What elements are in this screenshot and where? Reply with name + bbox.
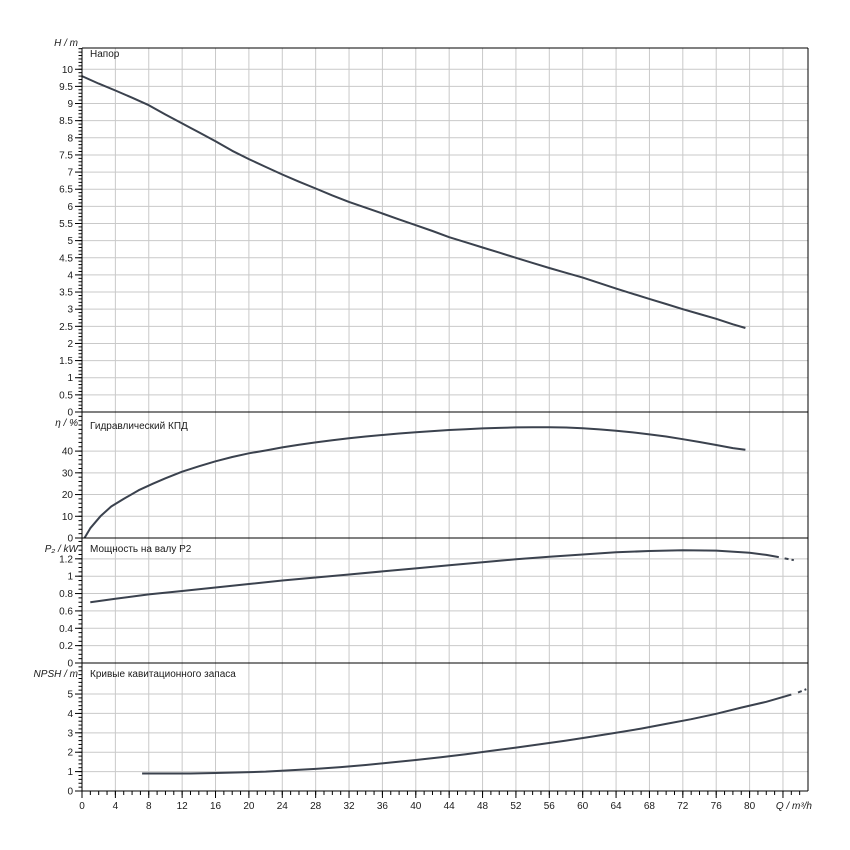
y-tick-label: 4 xyxy=(67,270,73,281)
y-tick-label: 1 xyxy=(67,572,73,583)
axis-unit-label: NPSH / m xyxy=(34,669,78,680)
y-tick-label: 2 xyxy=(67,748,73,759)
panel-title: Кривые кавитационного запаса xyxy=(90,669,236,680)
y-tick-label: 5.5 xyxy=(59,219,73,230)
x-axis-unit-label: Q / m³/h xyxy=(776,801,813,812)
x-tick-label: 68 xyxy=(644,801,656,812)
x-tick-label: 48 xyxy=(477,801,489,812)
y-tick-label: 0.4 xyxy=(59,624,73,635)
y-tick-label: 20 xyxy=(62,490,74,501)
y-tick-label: 5 xyxy=(67,690,73,701)
x-tick-label: 24 xyxy=(277,801,289,812)
y-tick-label: 4.5 xyxy=(59,253,73,264)
y-tick-label: 10 xyxy=(62,65,74,76)
x-tick-label: 36 xyxy=(377,801,389,812)
x-tick-label: 72 xyxy=(677,801,689,812)
y-tick-label: 3.5 xyxy=(59,288,73,299)
y-tick-label: 7.5 xyxy=(59,150,73,161)
axis-unit-label: H / m xyxy=(54,38,78,49)
x-tick-label: 64 xyxy=(611,801,623,812)
y-tick-label: 6.5 xyxy=(59,185,73,196)
x-tick-label: 60 xyxy=(577,801,589,812)
x-tick-label: 40 xyxy=(410,801,422,812)
efficiency-curve xyxy=(83,426,746,539)
panel-title: Напор xyxy=(90,49,120,60)
x-tick-label: 4 xyxy=(113,801,119,812)
y-tick-label: 0.2 xyxy=(59,641,73,652)
y-tick-label: 0 xyxy=(67,787,73,798)
x-tick-label: 16 xyxy=(210,801,222,812)
x-axis: 0 4 8 12 16 20 24 28 32 36 40 44 48 52 56 60 64 68 72 76 80 Q… xyxy=(79,791,812,812)
x-tick-label: 32 xyxy=(343,801,355,812)
y-tick-label: 0.5 xyxy=(59,390,73,401)
y-tick-label: 2 xyxy=(67,339,73,350)
y-tick-label: 1 xyxy=(67,767,73,778)
chart-frame xyxy=(81,48,809,792)
y-tick-label: 1.5 xyxy=(59,356,73,367)
y-tick-label: 3 xyxy=(67,728,73,739)
power-curve-extension xyxy=(784,557,794,562)
x-tick-label: 0 xyxy=(79,801,85,812)
y-tick-label: 0 xyxy=(67,534,73,545)
y-tick-label: 9 xyxy=(67,99,73,110)
y-tick-label: 0 xyxy=(67,659,73,670)
y-tick-label: 2.5 xyxy=(59,322,73,333)
axis-unit-label: η / % xyxy=(55,418,78,429)
power-curve xyxy=(90,549,779,604)
panel-title: Мощность на валу P2 xyxy=(90,544,192,555)
x-tick-label: 20 xyxy=(243,801,255,812)
x-tick-label: 76 xyxy=(711,801,723,812)
head-curve xyxy=(81,75,746,329)
y-tick-label: 6 xyxy=(67,202,73,213)
y-tick-label: 1.2 xyxy=(59,554,73,565)
y-tick-label: 8.5 xyxy=(59,116,73,127)
x-tick-label: 44 xyxy=(444,801,456,812)
y-tick-label: 4 xyxy=(67,709,73,720)
y-tick-label: 8 xyxy=(67,133,73,144)
panel-title: Гидравлический КПД xyxy=(90,421,188,432)
y-tick-label: 7 xyxy=(67,168,73,179)
y-tick-label: 40 xyxy=(62,447,74,458)
panel-head: 10 9.5 9 8.5 8 7.5 7 6.5 6 5.5 5 4.5 4 3.5 3 2.5 2 1.5 1 0.… xyxy=(54,38,808,419)
axis-unit-label: P₂ / kW xyxy=(45,544,80,555)
npsh-curve-extension xyxy=(797,688,807,694)
y-tick-label: 30 xyxy=(62,468,74,479)
y-tick-label: 0 xyxy=(67,408,73,419)
x-tick-label: 56 xyxy=(544,801,556,812)
x-tick-label: 12 xyxy=(177,801,189,812)
x-tick-label: 80 xyxy=(744,801,756,812)
y-tick-label: 0.8 xyxy=(59,589,73,600)
x-tick-label: 52 xyxy=(510,801,522,812)
y-tick-label: 10 xyxy=(62,512,74,523)
y-tick-label: 5 xyxy=(67,236,73,247)
y-tick-label: 9.5 xyxy=(59,82,73,93)
npsh-curve xyxy=(142,693,792,775)
x-tick-label: 8 xyxy=(146,801,152,812)
y-tick-label: 3 xyxy=(67,305,73,316)
y-tick-label: 0.6 xyxy=(59,606,73,617)
x-tick-label: 28 xyxy=(310,801,322,812)
y-tick-label: 1 xyxy=(67,373,73,384)
